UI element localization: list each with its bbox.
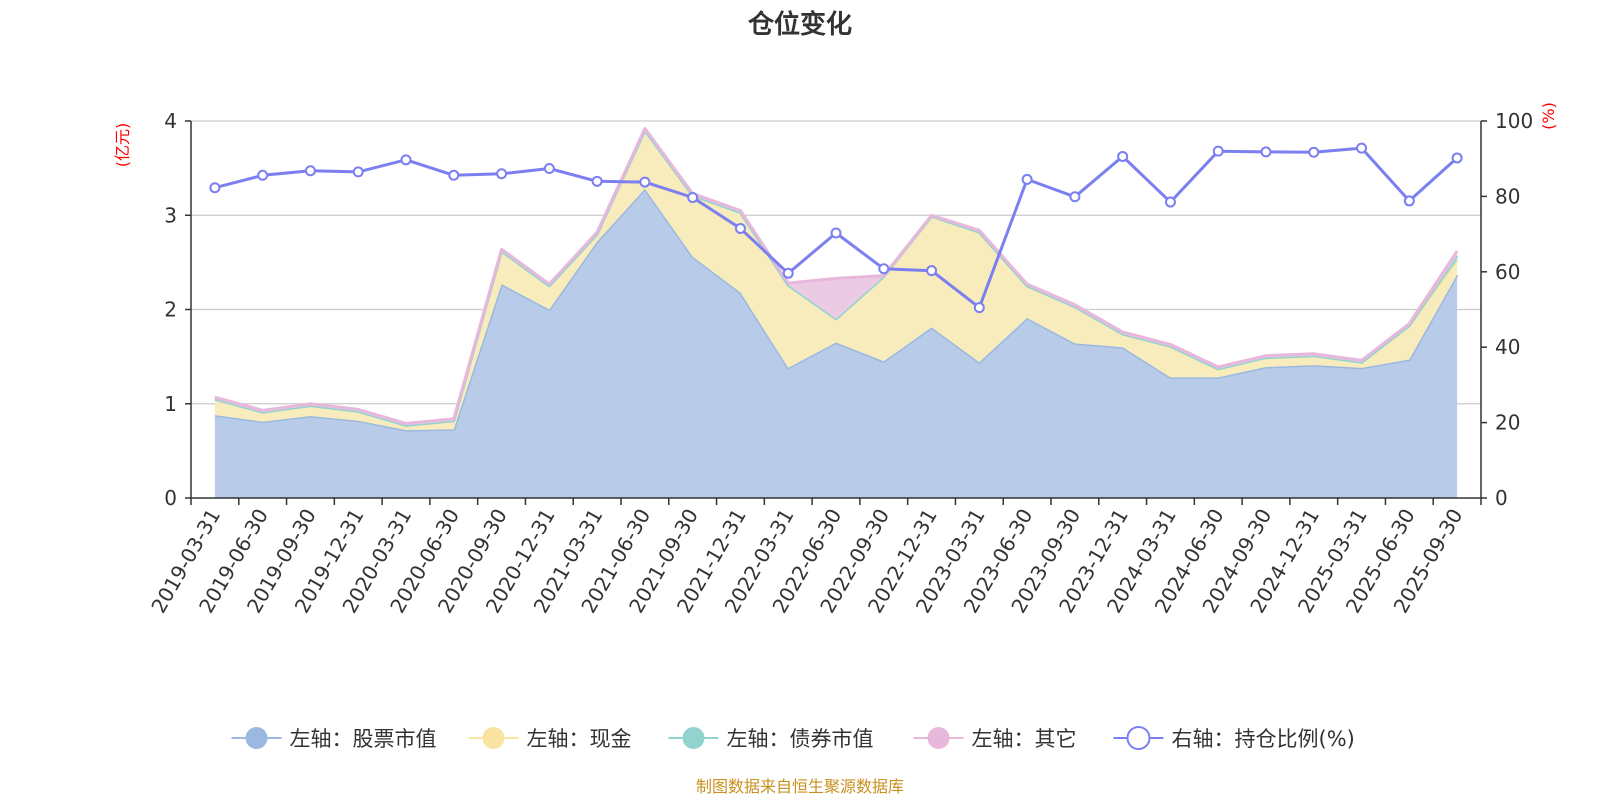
legend-marker: [1126, 726, 1151, 750]
ratio-data-point: [1356, 142, 1368, 154]
legend-label: 左轴：现金: [527, 727, 632, 751]
right-tick-label: 100: [1495, 109, 1533, 133]
legend-item[interactable]: 左轴：债券市值: [668, 727, 874, 751]
ratio-data-point: [830, 227, 842, 239]
ratio-data-point: [1069, 191, 1081, 203]
ratio-data-point: [782, 267, 794, 279]
legend-label: 右轴：持仓比例(%): [1172, 727, 1355, 751]
left-axis-unit: (亿元): [113, 123, 132, 168]
left-tick-label: 3: [164, 203, 177, 227]
ratio-data-point: [304, 165, 316, 177]
ratio-data-point: [352, 166, 364, 178]
legend-marker: [245, 727, 268, 749]
ratio-data-point: [878, 263, 890, 275]
legend-label: 左轴：其它: [972, 727, 1077, 751]
ratio-data-point: [734, 222, 746, 234]
right-tick-label: 80: [1495, 184, 1520, 208]
left-tick-label: 1: [164, 392, 177, 416]
ratio-data-point: [1308, 146, 1320, 158]
ratio-data-point: [257, 169, 269, 181]
legend-marker: [927, 727, 950, 749]
position-ratio-line: [209, 142, 1463, 314]
ratio-data-point: [448, 169, 460, 181]
left-tick-label: 4: [164, 109, 177, 133]
ratio-data-point: [591, 175, 603, 187]
ratio-data-point: [1021, 173, 1033, 185]
ratio-data-point: [1451, 152, 1463, 164]
left-tick-label: 0: [164, 486, 177, 510]
ratio-data-point: [1403, 195, 1415, 207]
right-axis-unit: (%): [1539, 102, 1558, 130]
legend-label: 左轴：股票市值: [290, 727, 437, 751]
ratio-data-point: [209, 182, 221, 194]
legend-item[interactable]: 左轴：现金: [468, 727, 632, 751]
legend-marker: [682, 727, 705, 749]
area-top-line: [214, 127, 1459, 425]
ratio-data-point: [1164, 196, 1176, 208]
ratio-data-point: [400, 154, 412, 166]
legend: 左轴：股票市值 左轴：现金 左轴：债券市值 左轴：其它 右轴：持仓比例(%): [231, 726, 1355, 751]
ratio-data-point: [926, 265, 938, 277]
right-tick-label: 40: [1495, 335, 1520, 359]
ratio-data-point: [543, 163, 555, 175]
area-fill: [214, 130, 1458, 431]
right-tick-label: 0: [1495, 486, 1508, 510]
chart-title: 仓位变化: [747, 9, 852, 40]
legend-label: 左轴：债券市值: [727, 727, 874, 751]
legend-marker: [482, 727, 505, 749]
ratio-data-point: [973, 302, 985, 314]
ratio-data-point: [639, 176, 651, 188]
ratio-data-point: [496, 168, 508, 180]
stacked-areas: [214, 127, 1459, 498]
right-tick-label: 20: [1495, 411, 1520, 435]
legend-item[interactable]: 左轴：其它: [913, 727, 1077, 751]
ratio-data-point: [687, 192, 699, 204]
right-tick-label: 60: [1495, 260, 1520, 284]
left-tick-label: 2: [164, 298, 177, 322]
legend-item[interactable]: 左轴：股票市值: [231, 727, 437, 751]
ratio-data-point: [1212, 145, 1224, 157]
source-note: 制图数据来自恒生聚源数据库: [696, 777, 904, 796]
ratio-data-point: [1260, 146, 1272, 158]
ratio-data-point: [1117, 150, 1129, 162]
legend-item[interactable]: 右轴：持仓比例(%): [1113, 726, 1355, 751]
